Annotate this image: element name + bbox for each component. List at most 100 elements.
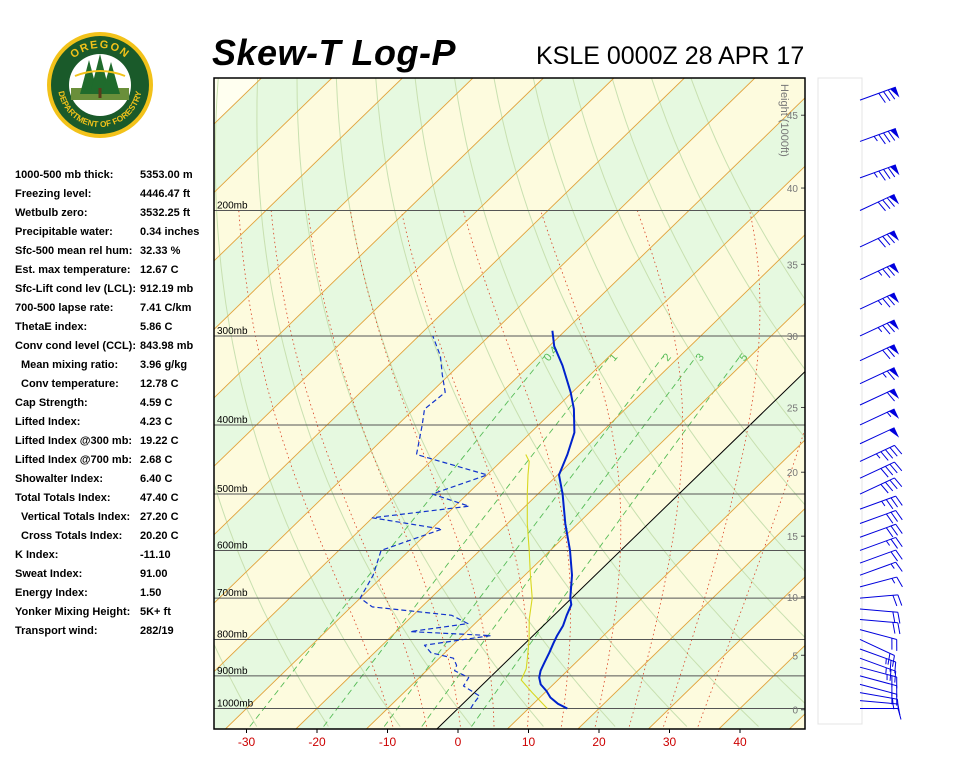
stat-row: 1000-500 mb thick: 5353.00 m xyxy=(15,169,215,188)
pressure-label: 300mb xyxy=(217,326,248,337)
dry-adiabat xyxy=(650,78,805,371)
stat-value: 91.00 xyxy=(140,568,168,580)
plot-frame xyxy=(213,77,806,730)
isotherm xyxy=(860,78,960,729)
temperature-tick-label: 0 xyxy=(455,735,462,749)
stat-value: 4446.47 ft xyxy=(140,188,191,200)
wind-barb xyxy=(859,427,900,445)
stat-row: Sfc-500 mean rel hum: 32.33 % xyxy=(15,245,215,264)
moist-adiabat xyxy=(540,210,622,727)
stat-value: 912.19 mb xyxy=(140,283,194,295)
stat-label: Est. max temperature: xyxy=(15,264,131,276)
isotherm-zero xyxy=(436,370,805,729)
wind-barb xyxy=(859,292,900,310)
sounding-indices-panel: 1000-500 mb thick: 5353.00 m Freezing leve… xyxy=(15,169,215,644)
stat-label: Mean mixing ratio: xyxy=(21,359,119,371)
stat-row: Precipitable water: 0.34 inches xyxy=(15,226,215,245)
pressure-label: 400mb xyxy=(217,415,248,426)
stat-value: 843.98 mb xyxy=(140,340,194,352)
temperature-band xyxy=(214,78,805,672)
isotherm xyxy=(214,78,333,194)
wind-barb xyxy=(859,444,903,462)
temperature-tick-label: 20 xyxy=(592,735,606,749)
stat-value: 1.50 xyxy=(140,587,162,599)
oregon-forestry-logo: OREGON DEPARTMENT OF FORESTRY xyxy=(47,32,153,138)
dry-adiabat xyxy=(690,78,805,301)
stat-label: Cap Strength: xyxy=(15,397,88,409)
wind-barb xyxy=(860,708,902,720)
stat-label: Sfc-Lift cond lev (LCL): xyxy=(15,283,136,295)
stat-label: Precipitable water: xyxy=(15,226,113,238)
wind-barb xyxy=(859,164,900,181)
dry-adiabat xyxy=(572,78,805,506)
stat-value: 5K+ ft xyxy=(140,606,171,618)
stat-row: Mean mixing ratio: 3.96 g/kg xyxy=(15,359,215,378)
isotherm xyxy=(577,507,805,729)
temperature-tick-label: -30 xyxy=(238,735,256,749)
isotherm xyxy=(214,78,403,262)
stat-label: ThetaE index: xyxy=(15,321,88,333)
stat-label: Lifted Index @700 mb: xyxy=(15,454,133,466)
pressure-label: 800mb xyxy=(217,629,248,640)
height-tick-label: 40 xyxy=(787,184,799,195)
height-tick-label: 45 xyxy=(787,111,799,122)
moist-adiabat xyxy=(697,427,805,727)
wind-barb xyxy=(859,549,903,564)
wind-barbs-panel xyxy=(817,77,903,725)
stat-label: Sfc-500 mean rel hum: xyxy=(15,245,133,257)
isotherm xyxy=(225,165,805,729)
stat-row: Vertical Totals Index: 27.20 C xyxy=(15,511,215,530)
temperature-tick-label: 30 xyxy=(663,735,677,749)
mixing-ratio-line xyxy=(471,355,741,727)
isotherm xyxy=(366,302,805,729)
stat-value: 27.20 C xyxy=(140,511,179,523)
height-tick-label: 20 xyxy=(787,468,799,479)
stat-value: 0.34 inches xyxy=(140,226,200,238)
dry-adiabat xyxy=(611,78,805,439)
stat-value: 20.20 C xyxy=(140,530,179,542)
stat-row: Yonker Mixing Height: 5K+ ft xyxy=(15,606,215,625)
mixing-ratio-line xyxy=(383,355,664,727)
stat-label: Showalter Index: xyxy=(15,473,104,485)
stat-label: Conv cond level (CCL): xyxy=(15,340,137,352)
wind-barb xyxy=(859,629,898,651)
wind-barb xyxy=(859,193,900,212)
height-tick-label: 35 xyxy=(787,260,799,271)
temperature-tick-label: 40 xyxy=(733,735,747,749)
wind-barb xyxy=(859,657,897,683)
stat-label: 700-500 lapse rate: xyxy=(15,302,114,314)
stat-label: Sweat Index: xyxy=(15,568,83,580)
stat-row: K Index: -11.10 xyxy=(15,549,215,568)
height-tick-label: 50 xyxy=(787,33,799,44)
isotherm xyxy=(295,234,805,729)
wind-barb xyxy=(859,618,901,635)
plot-area: 0.4 1 2 3 51000mb900mb800mb700mb600mb500mb40… xyxy=(214,33,960,729)
wind-panel-background xyxy=(817,77,863,725)
moist-adiabat xyxy=(350,210,495,727)
stat-row: Lifted Index: 4.23 C xyxy=(15,416,215,435)
pressure-label: 1000mb xyxy=(217,699,254,710)
stat-label: 1000-500 mb thick: xyxy=(15,169,114,181)
wind-barb xyxy=(859,319,900,337)
wind-barb xyxy=(859,495,903,510)
isotherm xyxy=(214,78,474,331)
temperature-tick-label: 10 xyxy=(522,735,536,749)
isotherm xyxy=(214,78,685,536)
stat-row: Sweat Index: 91.00 xyxy=(15,568,215,587)
stat-row: 700-500 lapse rate: 7.41 C/km xyxy=(15,302,215,321)
stat-value: 6.40 C xyxy=(140,473,173,485)
stat-value: 2.68 C xyxy=(140,454,173,466)
moist-adiabat xyxy=(400,210,530,727)
stat-value: 3.96 g/kg xyxy=(140,359,188,371)
stat-value: 5.86 C xyxy=(140,321,173,333)
wind-barb xyxy=(859,700,901,716)
stat-label: Total Totals Index: xyxy=(15,492,111,504)
stat-row: Transport wind: 282/19 xyxy=(15,625,215,644)
stat-row: Cross Totals Index: 20.20 C xyxy=(15,530,215,549)
stat-value: -11.10 xyxy=(140,549,171,561)
wind-barb xyxy=(859,477,903,495)
stat-value: 12.78 C xyxy=(140,378,179,390)
wind-barb xyxy=(859,388,900,406)
wind-barb xyxy=(859,576,903,588)
stat-row: Wetbulb zero: 3532.25 ft xyxy=(15,207,215,226)
